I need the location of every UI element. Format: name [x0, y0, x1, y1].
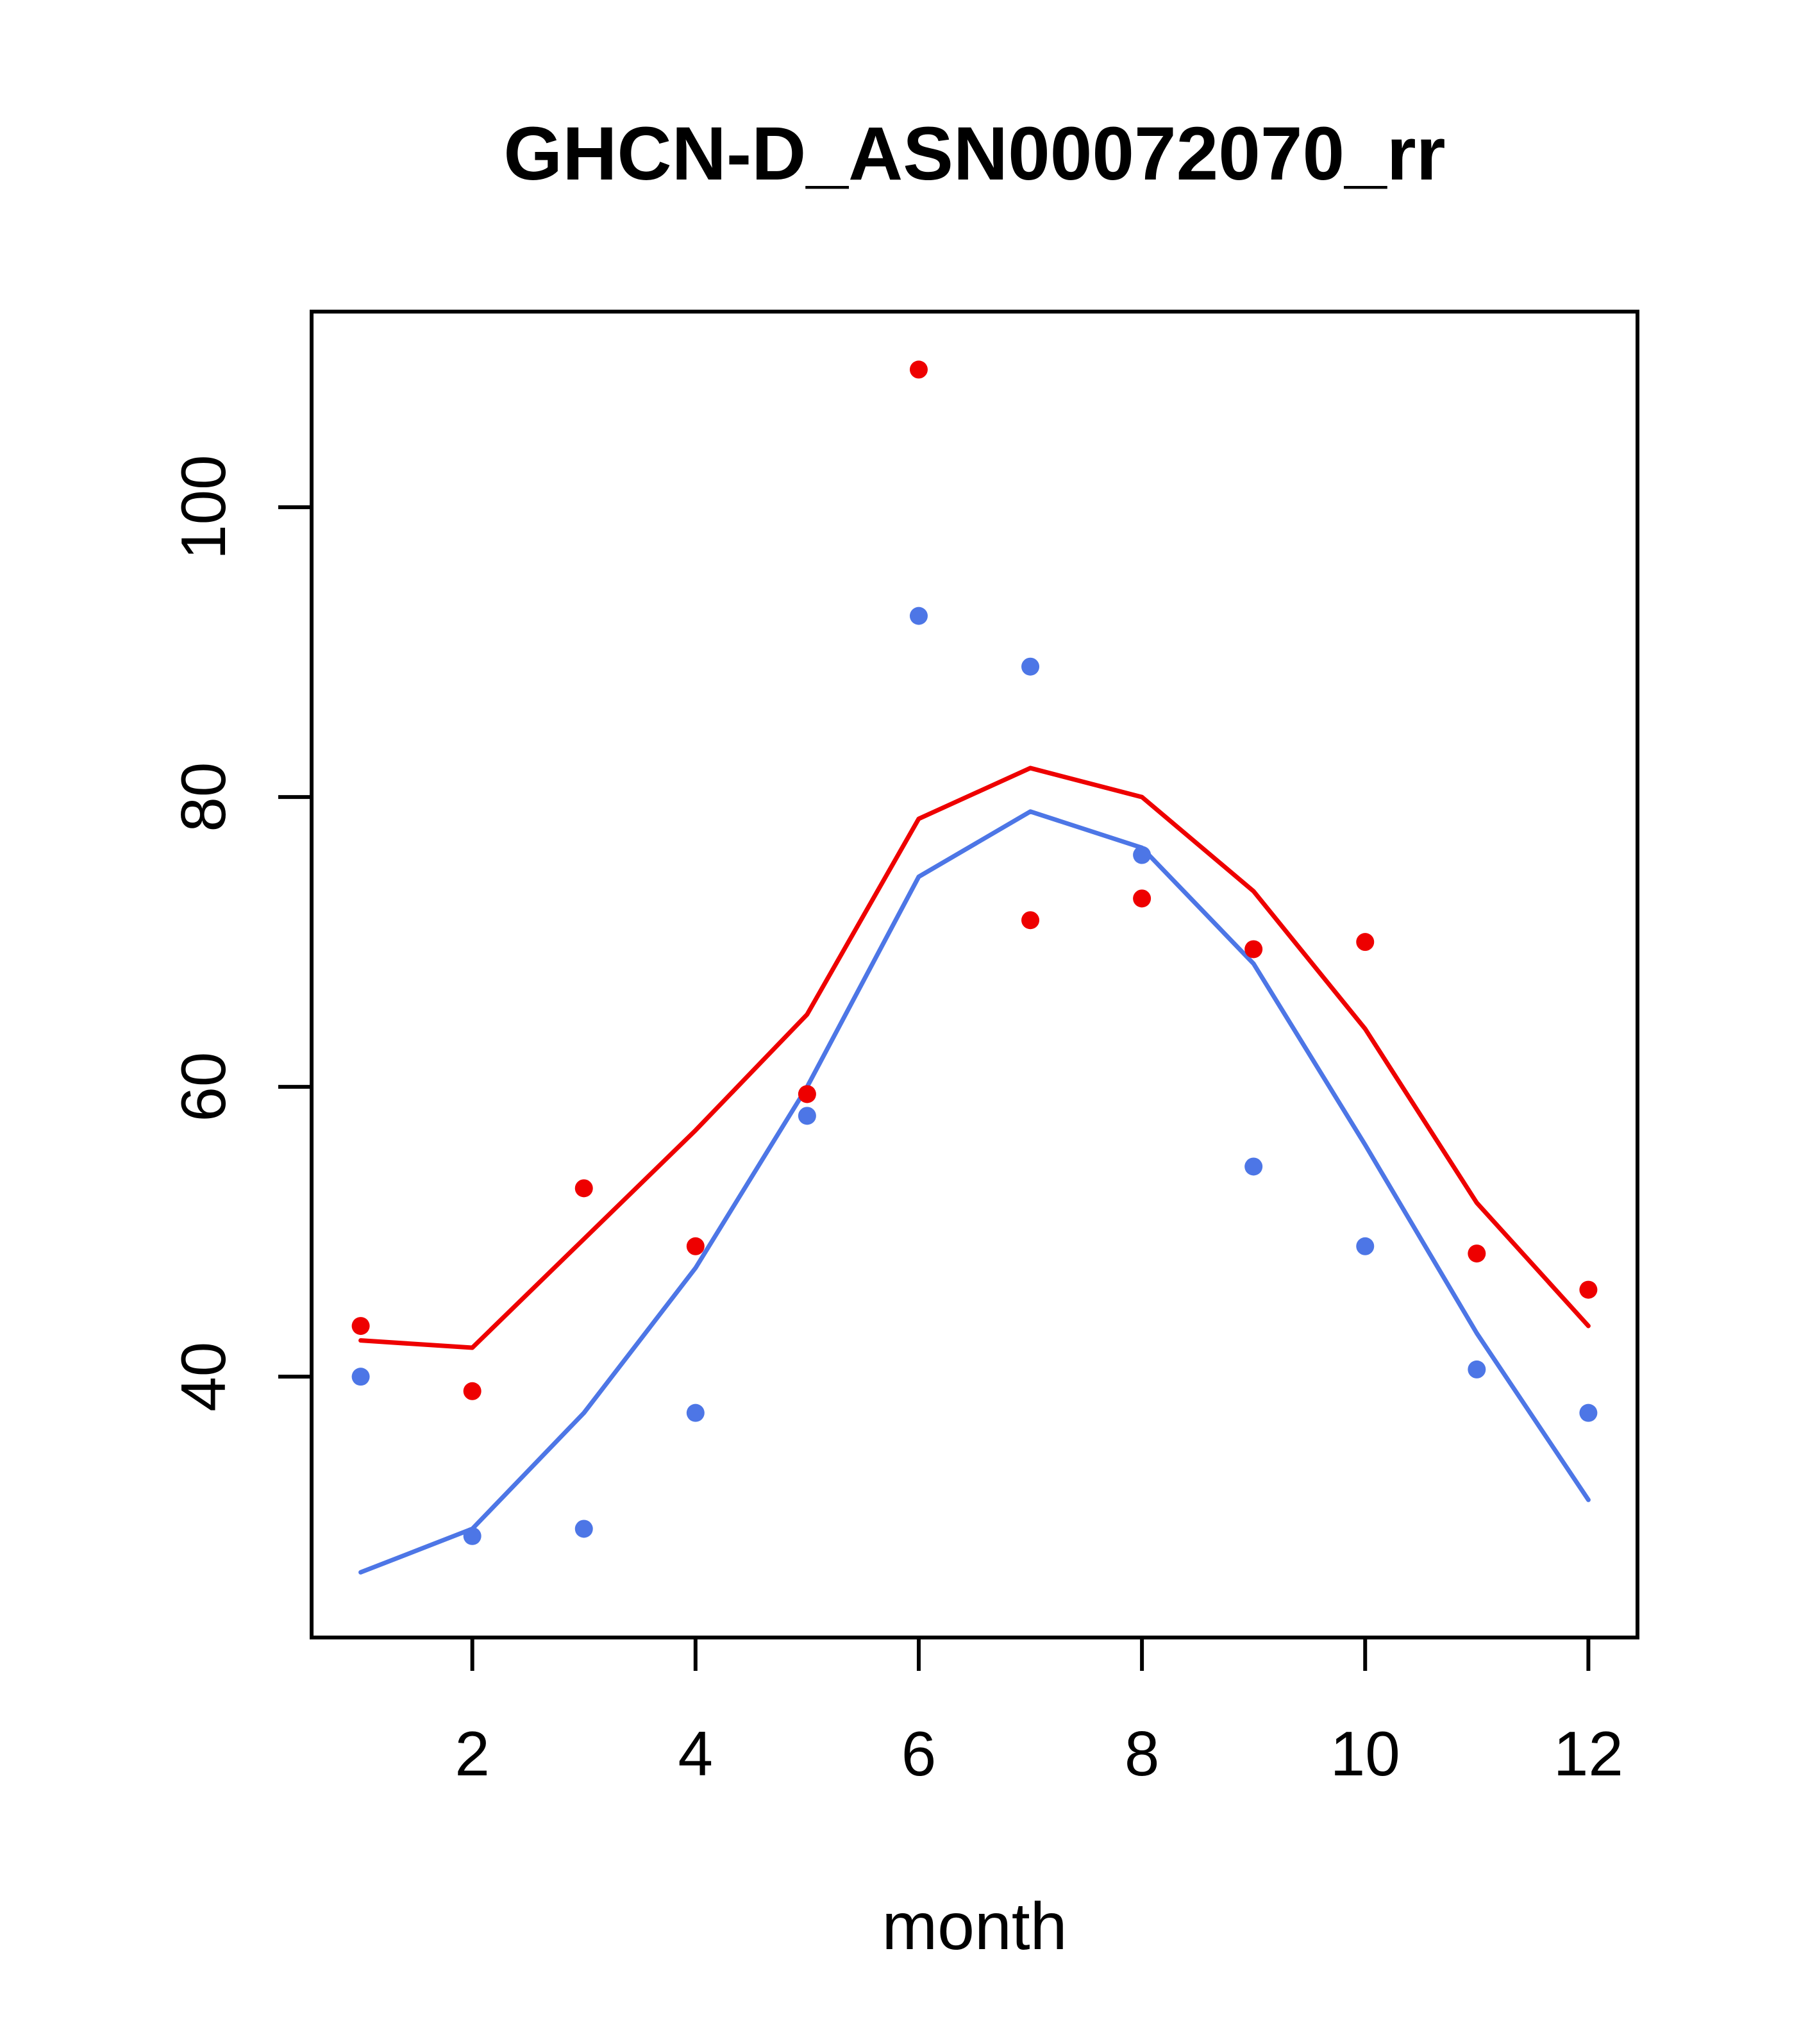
chart-title: GHCN-D_ASN00072070_rr	[503, 112, 1445, 196]
red-point	[798, 1085, 816, 1103]
blue-point	[1356, 1237, 1375, 1255]
red-point	[1579, 1280, 1598, 1299]
red-point	[463, 1382, 481, 1400]
blue-point	[1244, 1157, 1263, 1176]
blue-point	[686, 1403, 705, 1422]
x-tick-label: 8	[1125, 1718, 1160, 1789]
x-tick-label: 4	[678, 1718, 714, 1789]
plot-border	[310, 310, 1639, 1639]
red-point	[574, 1179, 593, 1198]
y-tick-label: 80	[168, 762, 239, 832]
y-tick-label: 60	[168, 1052, 239, 1122]
y-tick-label: 100	[168, 455, 239, 560]
blue-point	[574, 1520, 593, 1538]
x-tick-label: 10	[1330, 1718, 1400, 1789]
plot-layer: 2 4 6 8 10 12 40 60 80 100	[168, 310, 1639, 1789]
blue-line	[358, 809, 1591, 1575]
blue-point	[351, 1368, 370, 1386]
red-point	[351, 1317, 370, 1336]
blue-point	[798, 1107, 816, 1125]
red-point	[1133, 889, 1151, 908]
red-point	[909, 360, 928, 379]
red-point	[1021, 911, 1040, 930]
red-point	[1244, 940, 1263, 959]
blue-point	[1468, 1360, 1486, 1378]
x-tick-label: 6	[901, 1718, 937, 1789]
x-axis-label: month	[882, 1889, 1067, 1964]
red-line	[358, 766, 1591, 1350]
blue-point	[1133, 846, 1151, 864]
red-point	[686, 1237, 705, 1255]
x-tick-label: 2	[455, 1718, 490, 1789]
red-point	[1356, 933, 1375, 951]
blue-point	[1579, 1403, 1598, 1422]
y-tick-label: 40	[168, 1342, 239, 1412]
blue-point	[463, 1527, 481, 1545]
blue-point	[1021, 657, 1040, 676]
blue-point	[909, 607, 928, 625]
red-point	[1468, 1244, 1486, 1263]
x-tick-label: 12	[1553, 1718, 1623, 1789]
